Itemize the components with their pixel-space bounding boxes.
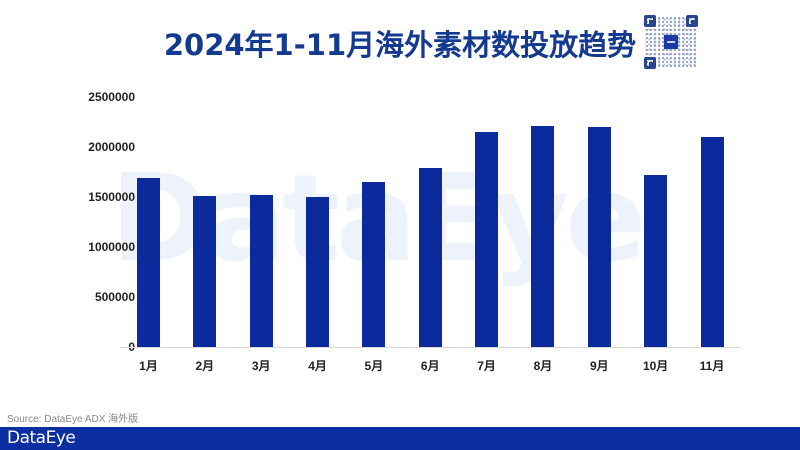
y-tick-label: 2500000 [88,90,135,104]
bar-4 [306,196,330,347]
x-tick-label: 7月 [477,359,496,373]
source-note: Source: DataEye ADX 海外版 [7,414,139,425]
y-tick-label: 1500000 [88,190,135,204]
bar-2 [193,195,217,347]
brand-logo: DataEye [7,428,76,448]
bar-1 [137,178,160,347]
x-tick-label: 3月 [251,359,271,373]
y-tick-label: 2000000 [88,140,135,154]
x-tick-label: 5月 [364,359,384,373]
x-tick-label: 9月 [589,359,609,373]
x-axis-line [120,347,740,348]
chart-title: 2024年1-11月海外素材数投放趋势 [163,28,637,62]
y-tick-label: 1000000 [88,240,135,254]
bar-6 [418,168,442,347]
bar-8 [531,126,555,347]
x-tick-label: 2月 [195,359,215,373]
x-tick-label: 6月 [420,359,440,373]
x-tick-label: 1月 [139,359,158,373]
x-tick-label: 8月 [533,359,553,373]
y-tick-label: 500000 [94,290,135,304]
x-tick-label: 11月 [699,359,725,373]
bar-5 [362,182,386,347]
footer-band [0,427,800,450]
x-tick-label: 10月 [642,359,669,373]
bar-3 [249,195,273,347]
bar-11 [700,137,724,347]
qr-code-icon [641,12,701,72]
bar-7 [475,132,499,347]
bar-9 [587,127,611,347]
bar-10 [644,175,668,347]
x-tick-label: 4月 [308,359,327,373]
